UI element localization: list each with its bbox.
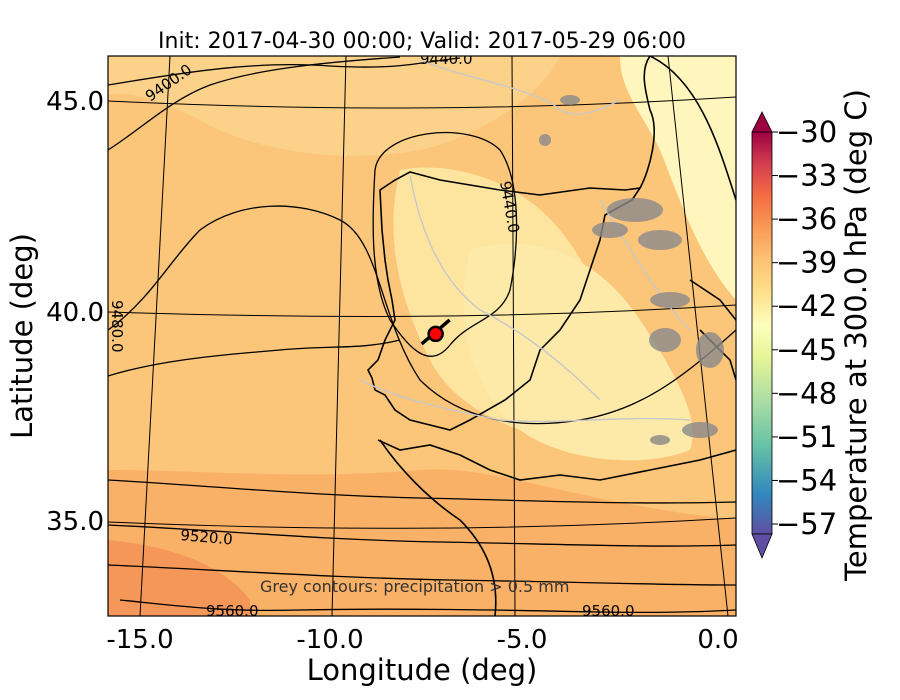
y-tick-labels: 35.0 40.0 45.0	[46, 87, 104, 537]
precipitation-note: Grey contours: precipitation > 0.5 mm	[260, 577, 569, 596]
colorbar-gradient	[751, 131, 773, 535]
x-tick-label: -5.0	[497, 625, 548, 655]
colorbar-max-extension	[751, 111, 773, 133]
colorbar-tick-label: −36	[776, 202, 837, 236]
iberia-coastline	[367, 171, 642, 431]
y-tick-label: 35.0	[46, 507, 104, 537]
colorbar-tick-label: −39	[776, 246, 837, 280]
x-tick-label: 0.0	[697, 625, 738, 655]
y-tick-label: 45.0	[46, 87, 104, 117]
contour-label-9480: 9480.0	[108, 300, 126, 353]
colorbar-tick-label: −42	[776, 289, 837, 323]
map-area: 9400.0 9440.0 9440.0 9480.0 9520.0 9560.…	[108, 50, 736, 620]
contour-label-9440-top: 9440.0	[420, 50, 473, 68]
location-marker	[427, 325, 444, 343]
marker-layer	[420, 318, 451, 346]
precipitation-contours	[359, 59, 691, 423]
axes-frame	[107, 55, 737, 617]
temperature-band-warm	[108, 469, 736, 616]
morocco-coast	[379, 439, 497, 616]
colorbar-tick-label: −51	[776, 420, 837, 454]
x-tick-labels: -15.0 -10.0 -5.0 0.0	[106, 625, 738, 655]
colorbar-min-extension	[751, 533, 773, 560]
terrain-patches	[539, 95, 724, 445]
contour-label-9560-left: 9560.0	[206, 602, 259, 620]
x-axis-label: Longitude (deg)	[307, 653, 538, 687]
colorbar-tick-label: −45	[776, 333, 837, 367]
europe-east-coast	[649, 56, 736, 201]
contour-label-9560-right: 9560.0	[582, 602, 635, 620]
colorbar-ticks: −30 −33 −36 −39 −42 −45 −48 −51 −54 −57	[772, 115, 837, 541]
y-tick-label: 40.0	[46, 298, 104, 328]
colorbar-tick-label: −30	[776, 115, 837, 149]
colorbar-tick-label: −57	[776, 507, 837, 541]
height-contours	[108, 56, 736, 614]
x-tick-label: -15.0	[106, 625, 173, 655]
colorbar-tick-label: −48	[776, 376, 837, 410]
x-tick-label: -10.0	[296, 625, 363, 655]
france-coast	[639, 56, 655, 189]
colorbar-tick-label: −33	[776, 159, 837, 193]
temperature-band-cool-east	[463, 243, 693, 461]
temperature-band-coldest	[620, 56, 736, 300]
contour-label-9520: 9520.0	[180, 526, 234, 549]
colorbar-tick-label: −54	[776, 463, 837, 497]
graticule	[108, 56, 736, 616]
chart-title: Init: 2017-04-30 00:00; Valid: 2017-05-2…	[158, 29, 686, 54]
colorbar-label: Temperature at 300.0 hPa (deg C)	[839, 89, 873, 582]
africa-coastline	[377, 439, 736, 481]
y-axis-label: Latitude (deg)	[5, 233, 39, 439]
colorbar: −30 −33 −36 −39 −42 −45 −48 −51 −54 −57 Temperatu…	[751, 89, 873, 582]
